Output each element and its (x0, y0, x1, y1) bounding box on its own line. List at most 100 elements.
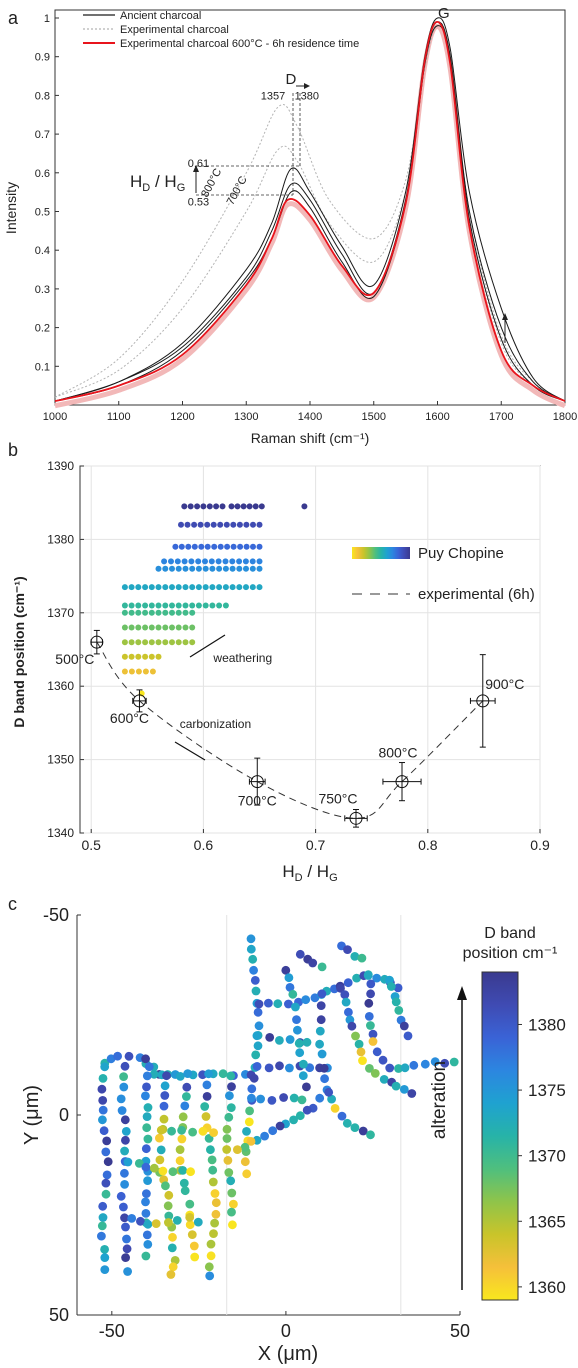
network-point (175, 1072, 185, 1081)
series-band-experimental600 (54, 24, 567, 409)
puy-chopine-point (162, 602, 169, 609)
x-tick-label: 0.7 (306, 837, 326, 853)
network-point (294, 1039, 304, 1048)
network-point (141, 1197, 150, 1207)
network-point (124, 1051, 134, 1061)
experimental-point (90, 635, 104, 649)
puy-chopine-point (149, 668, 156, 675)
network-point (180, 1101, 190, 1111)
puy-chopine-point (230, 521, 237, 528)
puy-chopine-point (189, 565, 196, 572)
puy-chopine-point (256, 543, 263, 550)
puy-chopine-point (185, 543, 192, 550)
network-point (149, 1069, 159, 1079)
network-point (100, 1062, 110, 1072)
network-point (351, 1031, 360, 1041)
puy-chopine-point (240, 503, 247, 510)
puy-chopine-point (249, 584, 256, 591)
puy-chopine-point (162, 565, 169, 572)
x-tick-label: 1500 (362, 411, 386, 423)
network-point (267, 1096, 277, 1105)
legend-label: Puy Chopine (418, 545, 504, 562)
puy-chopine-point (216, 565, 223, 572)
network-point (327, 1094, 336, 1104)
puy-chopine-point (217, 543, 224, 550)
network-point (394, 1006, 404, 1015)
network-point (155, 1155, 165, 1165)
network-point (317, 989, 327, 999)
puy-chopine-point (209, 565, 216, 572)
network-point (228, 1220, 237, 1230)
puy-chopine-point (121, 668, 128, 675)
panel-c-x-ticks: -50 0 50 (99, 1311, 470, 1341)
puy-chopine-point (301, 503, 308, 510)
puy-chopine-point (182, 609, 189, 616)
panel-b-legend: Puy Chopine experimental (6h) (352, 545, 535, 603)
network-point (366, 989, 375, 999)
network-point (101, 1147, 111, 1157)
network-point (100, 1265, 110, 1274)
panel-b-puy-chopine-points (121, 503, 308, 697)
network-point (372, 1047, 382, 1057)
puy-chopine-point (194, 503, 201, 510)
puy-chopine-point (217, 521, 224, 528)
puy-chopine-point (234, 503, 241, 510)
y-tick-label: 1390 (47, 459, 74, 473)
network-point (172, 1216, 182, 1225)
network-point (265, 1033, 275, 1042)
puy-chopine-point (142, 584, 149, 591)
network-point (127, 1214, 137, 1223)
network-point (226, 1071, 236, 1081)
network-point (185, 1213, 195, 1222)
network-point (182, 1092, 191, 1101)
network-point (284, 973, 294, 983)
panel-a-label: a (8, 8, 19, 28)
puy-chopine-point (182, 639, 189, 646)
network-point (264, 1063, 274, 1073)
x-tick-label: 50 (450, 1321, 470, 1341)
network-point (205, 1271, 215, 1281)
network-point (227, 1188, 237, 1198)
colorbar-tick-label: 1365 (528, 1212, 566, 1231)
network-point (292, 1015, 301, 1024)
network-point (142, 1112, 152, 1121)
panel-a-hd-hg-markers (193, 83, 508, 343)
network-point (186, 1167, 196, 1177)
puy-chopine-point (197, 521, 204, 528)
x-tick-label: 0.5 (81, 837, 101, 853)
y-tick-label: 0.8 (35, 90, 50, 102)
network-point (449, 1057, 459, 1067)
network-point (254, 999, 264, 1009)
alteration-arrow (457, 986, 467, 1290)
network-point (250, 976, 260, 985)
puy-chopine-point (250, 521, 256, 528)
network-point (302, 1082, 311, 1092)
network-point (365, 1064, 374, 1073)
puy-chopine-point (236, 584, 243, 591)
annotation-label: D (285, 71, 296, 88)
network-point (134, 1159, 144, 1168)
network-point (162, 1071, 171, 1081)
network-point (119, 1082, 129, 1092)
network-point (98, 1096, 108, 1105)
network-point (119, 1072, 128, 1081)
network-point (209, 1128, 219, 1137)
puy-chopine-point (162, 584, 169, 591)
network-point (142, 1082, 151, 1092)
puy-chopine-point (135, 668, 142, 675)
network-point (400, 1063, 410, 1073)
colorbar-title-line1: D band (484, 925, 536, 942)
annotation-label: 1380 (295, 90, 319, 102)
network-point (295, 1111, 305, 1121)
network-point (141, 1162, 151, 1172)
network-point (98, 1213, 108, 1222)
puy-chopine-point (222, 584, 229, 591)
network-point (121, 1222, 130, 1232)
network-point (368, 1029, 378, 1039)
network-point (100, 1253, 110, 1262)
network-point (254, 1021, 264, 1031)
puy-chopine-point (256, 558, 263, 565)
network-point (98, 1105, 108, 1115)
network-point (386, 982, 396, 991)
puy-chopine-point (148, 584, 155, 591)
